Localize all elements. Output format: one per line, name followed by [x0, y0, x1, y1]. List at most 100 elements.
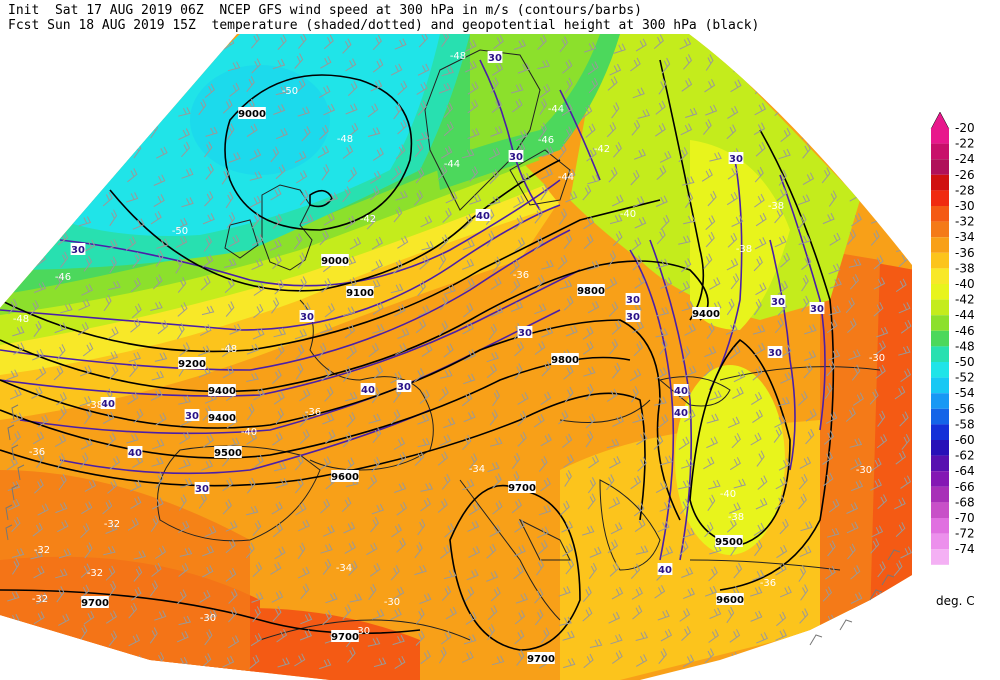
wind-barb [752, 569, 765, 581]
wind-barb [562, 630, 575, 641]
wind-barb [799, 653, 809, 670]
wind-barb [108, 580, 117, 598]
wind-barb [609, 338, 619, 355]
temperature-label: -34 [336, 563, 352, 574]
wind-barb [8, 298, 18, 315]
wind-barb [202, 213, 215, 225]
wind-barb [342, 306, 356, 317]
wind-barb [659, 500, 672, 512]
wind-barb [798, 101, 808, 117]
legend-label: -56 [955, 402, 975, 416]
legend-label: -38 [955, 261, 975, 275]
wind-barb [249, 195, 262, 208]
wind-label-box [728, 152, 744, 164]
wind-barb [397, 327, 410, 339]
wind-barb [893, 560, 903, 577]
temperature-label: -42 [360, 214, 376, 225]
wind-barb [29, 300, 39, 316]
wind-barb [632, 321, 644, 333]
wind-barb [133, 654, 143, 671]
legend-label: -48 [955, 339, 975, 353]
wind-barb [126, 122, 138, 137]
wind-barb [754, 237, 767, 250]
wind-barb [102, 191, 113, 207]
wind-barb [10, 103, 18, 120]
wind-barb [53, 120, 64, 136]
wind-barb [295, 502, 307, 516]
legend-label: -36 [955, 246, 975, 260]
wind-barb [538, 504, 552, 516]
wind-barb [179, 431, 191, 445]
legend-label: -50 [955, 355, 975, 369]
wind-barb [632, 605, 643, 620]
wind-barb [726, 606, 735, 624]
wind-barb [895, 522, 906, 537]
wind-barb [726, 258, 739, 271]
temperature-label: -46 [55, 272, 71, 283]
wind-barb [727, 105, 739, 119]
wind-barb [131, 586, 142, 601]
wind-barb [154, 34, 163, 51]
wind-barb [177, 302, 188, 317]
wind-barb [252, 606, 261, 623]
wind-label: 30 [771, 297, 785, 308]
wind-barb [513, 544, 526, 557]
temperature-label: -32 [104, 519, 120, 530]
wind-barb [152, 438, 165, 450]
wind-barb [541, 259, 554, 270]
wind-barb [896, 102, 905, 119]
wind-barb [298, 276, 307, 293]
legend-label: -58 [955, 417, 975, 431]
wind-barb [679, 608, 691, 622]
wind-barb [851, 480, 864, 492]
wind-barb [252, 520, 262, 536]
wind-barb [132, 218, 145, 230]
wind-label: 40 [128, 448, 142, 459]
wind-barb [655, 100, 666, 115]
wind-barb [341, 497, 352, 512]
wind-barb [753, 37, 767, 48]
wind-barb [295, 78, 306, 94]
wind-barb [707, 190, 717, 207]
wind-barb [655, 123, 666, 137]
wind-barb [417, 305, 430, 317]
temperature-label: -48 [337, 134, 353, 145]
legend-swatch [931, 518, 949, 534]
wind-barb [249, 171, 263, 181]
wind-barb [321, 367, 332, 381]
geopotential-height-contours [0, 59, 835, 651]
wind-barb [273, 104, 286, 115]
wind-barb [320, 56, 332, 69]
wind-barb [486, 624, 495, 641]
wind-label-box [767, 346, 783, 358]
wind-barb [227, 437, 240, 447]
wind-barb [202, 565, 214, 578]
wind-barb [588, 454, 600, 469]
wind-label-box [70, 243, 86, 255]
wind-barb [228, 588, 238, 604]
wind-barb [684, 323, 696, 336]
wind-barb [491, 98, 503, 113]
temperature-label: -48 [221, 344, 237, 355]
height-label-box [577, 284, 605, 296]
wind-barb [730, 273, 740, 290]
wind-barb [150, 301, 163, 311]
temperature-label: -38 [736, 244, 752, 255]
wind-barb [226, 123, 235, 140]
wind-barb [420, 482, 434, 492]
wind-barb [726, 518, 737, 533]
wind-barb [394, 38, 407, 50]
wind-barb [776, 544, 788, 559]
wind-barb [492, 389, 500, 407]
wind-barb [779, 518, 789, 535]
wind-barb [775, 629, 787, 641]
wind-barb [12, 326, 25, 337]
wind-barb [252, 562, 263, 577]
wind-barb [253, 387, 265, 401]
temperature-label: -36 [513, 270, 529, 281]
wind-barb [778, 169, 787, 186]
height-label-box [208, 411, 236, 423]
wind-barb [728, 416, 740, 429]
wind-barb [725, 323, 738, 335]
wind-barb [630, 237, 642, 252]
